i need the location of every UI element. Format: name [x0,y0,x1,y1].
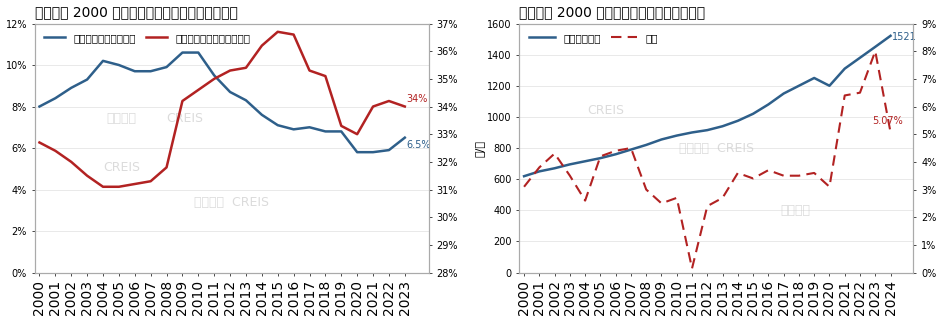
Legend: 租金平均价格, 增速: 租金平均价格, 增速 [525,29,662,47]
Y-axis label: 元/月: 元/月 [475,140,484,157]
Text: 5.07%: 5.07% [872,116,903,126]
Text: 1521: 1521 [892,32,917,42]
Text: 6.5%: 6.5% [406,140,430,150]
Text: 图：美国 2000 年以来租赁住房空置率及租赁占比: 图：美国 2000 年以来租赁住房空置率及租赁占比 [35,5,237,20]
Text: 中指数据: 中指数据 [106,112,137,125]
Text: 中指数据  CREIS: 中指数据 CREIS [194,196,269,209]
Text: 图：美国 2000 年以来住房租赁租金平均价格: 图：美国 2000 年以来住房租赁租金平均价格 [519,5,706,20]
Text: CREIS: CREIS [166,112,203,125]
Text: CREIS: CREIS [588,104,625,117]
Legend: 租赁住房空置率（左）, 租赁住房占住宅比例（右）: 租赁住房空置率（左）, 租赁住房占住宅比例（右） [40,29,254,47]
Text: 中指数据: 中指数据 [780,204,810,217]
Text: 34%: 34% [406,94,428,104]
Text: 中指数据  CREIS: 中指数据 CREIS [679,142,754,154]
Text: CREIS: CREIS [103,161,139,174]
